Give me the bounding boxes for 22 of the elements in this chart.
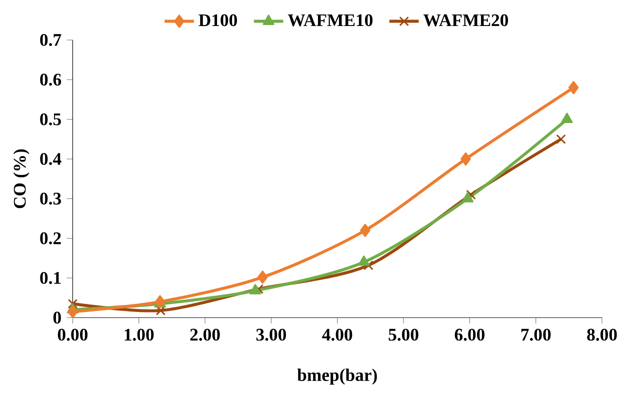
y-tick-label: 0.2	[40, 232, 61, 244]
y-tick-label: 0.1	[40, 272, 61, 284]
x-axis-title: bmep(bar)	[297, 368, 377, 385]
x-tick-label: 1.00	[124, 328, 154, 341]
y-tick-label: 0	[53, 312, 61, 324]
x-tick-label: 4.00	[322, 328, 352, 341]
y-tick-label: 0.3	[40, 192, 61, 205]
x-tick-label: 3.00	[256, 328, 286, 341]
x-tick-label: 7.00	[521, 328, 551, 341]
x-tick-label: 6.00	[454, 328, 484, 341]
legend-label: WAFME20	[423, 14, 508, 26]
y-tick-label: 0.4	[40, 153, 62, 166]
x-tick-label: 8.00	[587, 328, 617, 341]
legend-label: D100	[198, 14, 237, 26]
y-axis-title: CO (%)	[13, 149, 30, 208]
legend-label: WAFME10	[288, 14, 373, 26]
y-tick-label: 0.6	[40, 74, 62, 86]
x-tick-label: 5.00	[388, 328, 418, 341]
y-tick-label: 0.5	[40, 113, 61, 126]
x-tick-label: 0.00	[58, 328, 88, 341]
x-tick-label: 2.00	[190, 328, 220, 341]
y-tick-label: 0.7	[40, 34, 62, 46]
